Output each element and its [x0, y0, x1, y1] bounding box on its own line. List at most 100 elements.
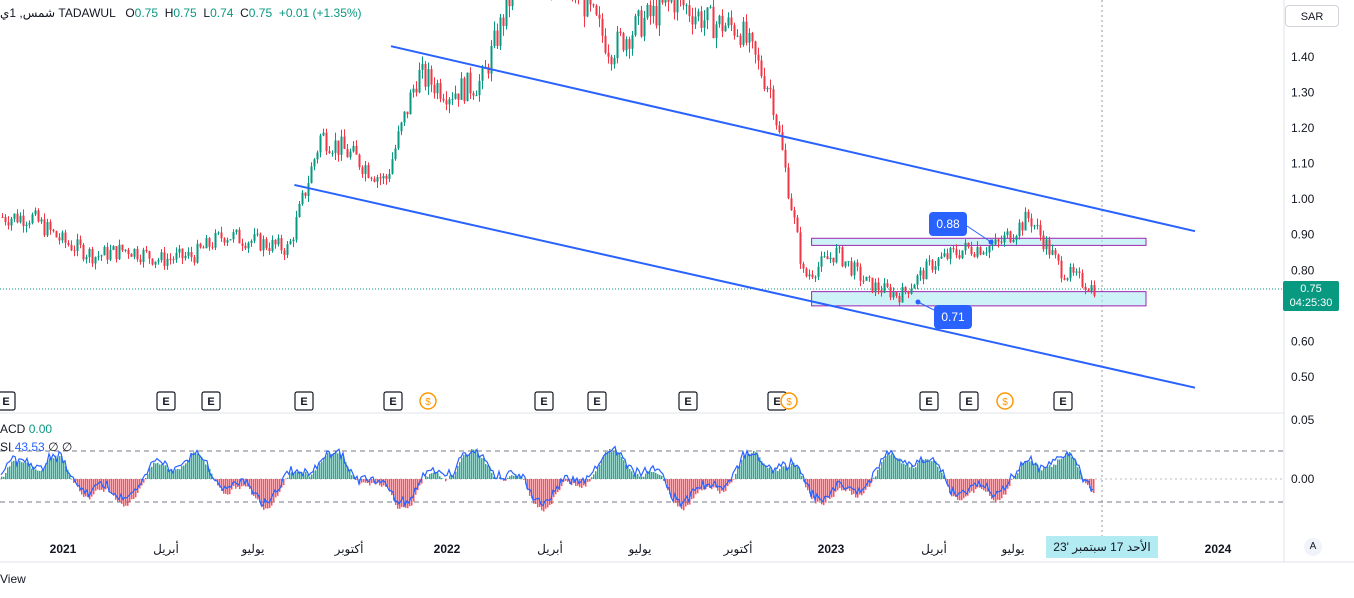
candle-body	[469, 72, 472, 94]
macd-histogram-bar	[535, 479, 537, 504]
candle-body	[67, 242, 70, 245]
macd-histogram-bar	[791, 463, 793, 479]
macd-histogram-bar	[457, 465, 459, 479]
candle-body	[964, 242, 967, 251]
candle	[43, 213, 46, 237]
candle-body	[94, 257, 97, 264]
candle-body	[304, 192, 307, 196]
event-markers[interactable]: E E E E E $ E E E E $ E E $ E	[0, 391, 1073, 411]
macd-histogram-bar	[815, 479, 817, 504]
candle-body	[667, 0, 670, 2]
dividend-marker[interactable]: $	[419, 392, 437, 410]
macd-histogram-bar	[699, 479, 701, 490]
candle	[352, 141, 355, 153]
candle-body	[511, 0, 514, 7]
candle-body	[466, 72, 469, 102]
earnings-marker[interactable]: E	[201, 391, 221, 411]
macd-histogram-bar	[709, 479, 711, 489]
macd-histogram-bar	[687, 479, 689, 505]
macd-histogram-bar	[403, 479, 405, 508]
candle	[748, 28, 751, 53]
macd-histogram-bar	[297, 472, 299, 479]
macd-histogram-bar	[261, 479, 263, 508]
macd-histogram-bar	[203, 460, 205, 479]
macd-histogram-bar	[635, 474, 637, 479]
callout-0-88[interactable]: 0.88	[929, 212, 967, 236]
macd-histogram-bar	[599, 464, 601, 479]
candle	[769, 79, 772, 99]
macd-histogram-bar	[389, 479, 391, 492]
earnings-marker[interactable]: E	[678, 391, 698, 411]
earnings-marker[interactable]: E	[919, 391, 939, 411]
candle-body	[955, 249, 958, 256]
macd-histogram-bar	[731, 479, 733, 483]
macd-histogram-bar	[595, 471, 597, 479]
candle	[790, 193, 793, 211]
time-axis[interactable]: 2021 أبريل يوليو أكتوبر 2022 أبريل يوليو أكتوبر…	[50, 541, 1232, 556]
macd-histogram-bar	[659, 474, 661, 479]
candle-body	[202, 247, 205, 249]
candle	[139, 254, 142, 265]
candle	[904, 286, 907, 295]
candle	[1030, 213, 1033, 233]
candle-body	[661, 0, 664, 3]
callout-0-71[interactable]: 0.71	[934, 305, 972, 329]
macd-histogram-bar	[601, 459, 603, 479]
earnings-marker[interactable]: E	[1053, 391, 1073, 411]
candle-body	[166, 258, 169, 266]
earnings-marker[interactable]: E	[959, 391, 979, 411]
candle-body	[628, 39, 631, 49]
macd-histogram-bar	[43, 468, 45, 479]
macd-histogram-bar	[189, 458, 191, 479]
macd-legend[interactable]: ACD 0.00	[0, 422, 52, 436]
dividend-marker[interactable]: $	[996, 392, 1014, 410]
macd-histogram-bar	[79, 479, 81, 492]
macd-histogram-bar	[191, 453, 193, 479]
candle	[901, 282, 904, 303]
candle-body	[676, 0, 679, 13]
candle	[1003, 231, 1006, 247]
candle	[1051, 244, 1054, 256]
candle	[1063, 274, 1066, 281]
macd-histogram-bar	[123, 479, 125, 507]
macd-histogram-bar	[627, 465, 629, 479]
candle-body	[487, 66, 490, 74]
candle-body	[208, 238, 211, 247]
candle-body	[994, 239, 997, 245]
macd-histogram-bar	[613, 451, 615, 479]
macd-histogram-bar	[151, 466, 153, 479]
auto-scale-button[interactable]: A	[1304, 538, 1322, 556]
earnings-marker[interactable]: E	[383, 391, 403, 411]
rsi-legend[interactable]: SI 43.53 ∅ ∅	[0, 440, 72, 454]
price-axis[interactable]: 1.401.301.201.101.000.900.800.700.600.50…	[1291, 50, 1315, 486]
candle-body	[1024, 211, 1027, 231]
macd-histogram-bar	[885, 455, 887, 479]
candle	[325, 128, 328, 156]
candle-body	[931, 260, 934, 270]
channel-upper-line	[390, 45, 1196, 233]
macd-histogram-bar	[205, 464, 207, 479]
macd-histogram-bar	[645, 473, 647, 479]
candle	[379, 173, 382, 186]
dividend-marker[interactable]: $	[780, 392, 798, 410]
macd-histogram-bar	[173, 471, 175, 479]
time-tick-label: يوليو	[1000, 542, 1024, 556]
candle-body	[337, 140, 340, 155]
candle-body	[919, 270, 922, 276]
earnings-icon	[534, 391, 554, 411]
candle	[427, 62, 430, 95]
earnings-marker[interactable]: E	[0, 391, 16, 411]
macd-histogram-bar	[347, 466, 349, 479]
earnings-marker[interactable]: E	[156, 391, 176, 411]
currency-button[interactable]: SAR	[1285, 5, 1339, 27]
macd-histogram-bar	[859, 479, 861, 495]
earnings-marker[interactable]: E	[534, 391, 554, 411]
candle	[724, 22, 727, 32]
candle	[430, 65, 433, 93]
candle-body	[1, 216, 4, 218]
candle	[931, 258, 934, 273]
earnings-marker[interactable]: E	[294, 391, 314, 411]
earnings-marker[interactable]: E	[587, 391, 607, 411]
macd-histogram-bar	[1025, 461, 1027, 479]
